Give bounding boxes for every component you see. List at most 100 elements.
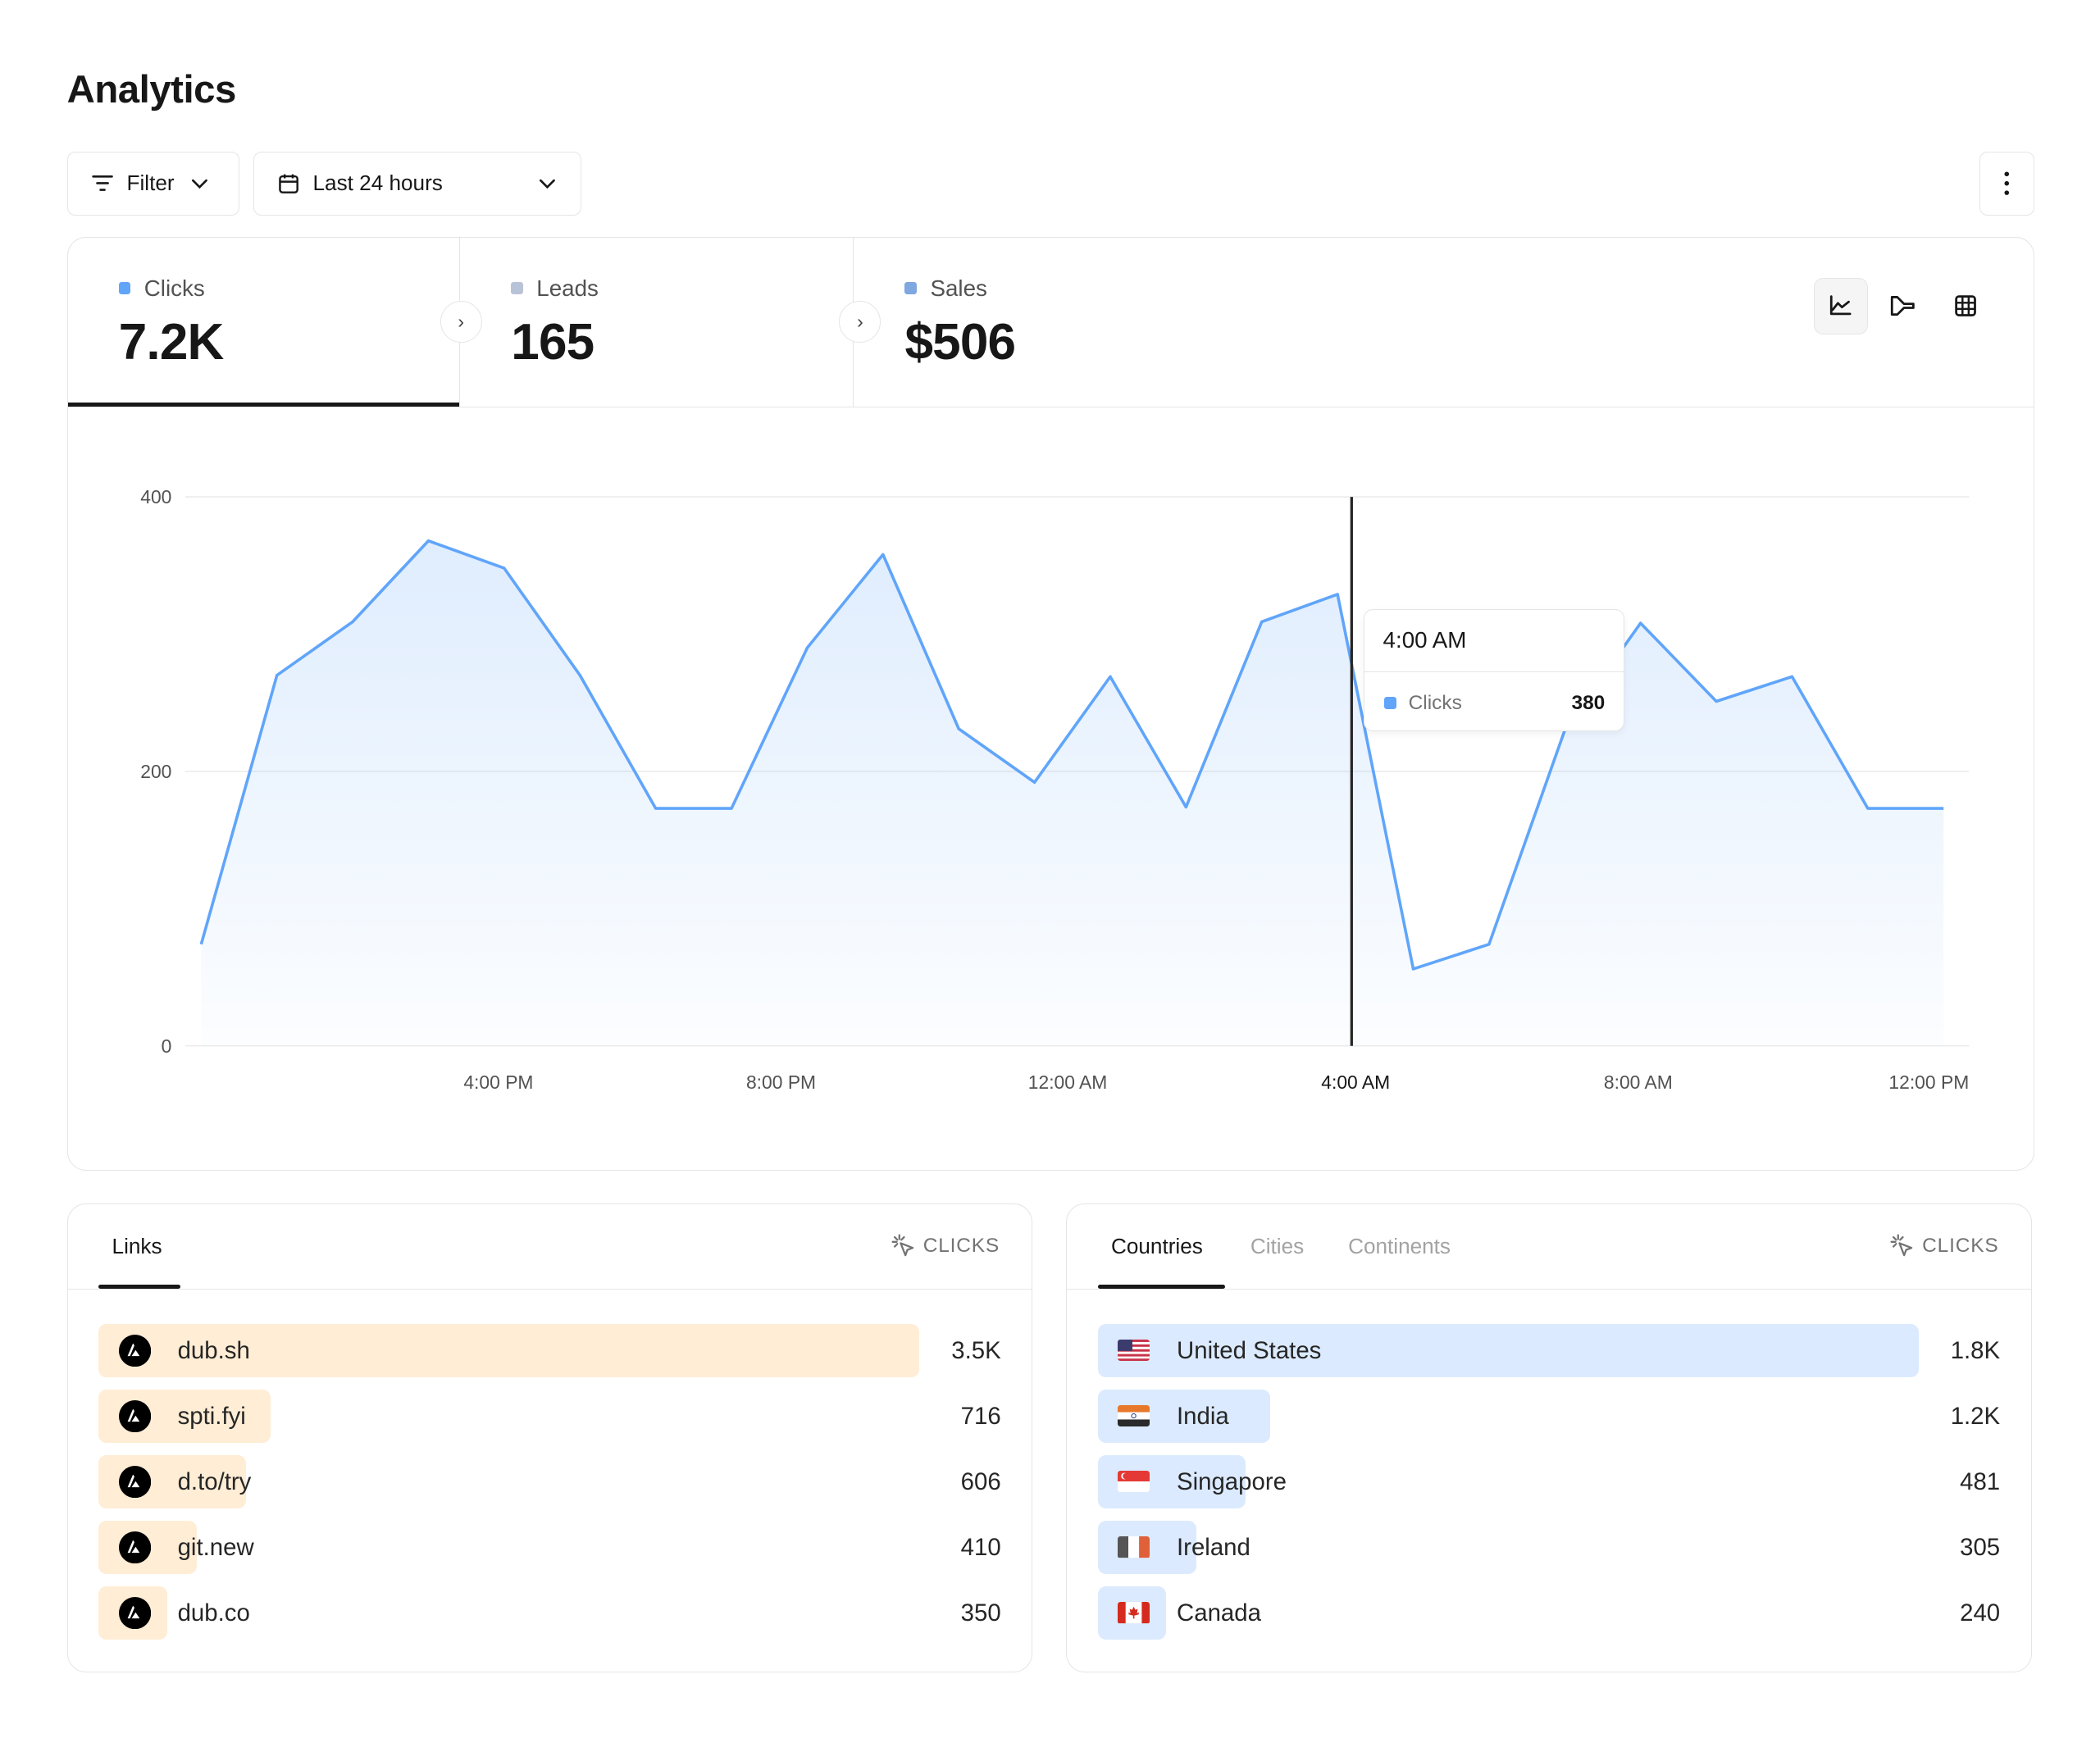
data-point[interactable] — [197, 940, 205, 949]
item-name: git.new — [177, 1534, 254, 1562]
selected-indicator — [67, 402, 460, 407]
table-grid-icon — [1955, 295, 1976, 317]
cursor-click-icon — [1890, 1234, 1913, 1257]
y-tick-label: 0 — [161, 1035, 171, 1057]
metric-label: Clicks — [143, 275, 205, 301]
tab-continents[interactable]: Continents — [1348, 1234, 1451, 1259]
sales-color-icon — [904, 282, 918, 295]
data-point[interactable] — [879, 550, 887, 558]
item-value: 410 — [960, 1534, 1001, 1562]
value-bar — [1097, 1323, 1919, 1378]
data-point[interactable] — [1939, 804, 1947, 812]
canada-flag-icon — [1118, 1602, 1150, 1624]
data-point[interactable] — [576, 671, 584, 680]
y-tick-label: 200 — [140, 761, 171, 782]
data-point[interactable] — [1636, 619, 1644, 627]
metric-leads[interactable]: Leads 165 — [460, 238, 854, 407]
clicks-label: CLICKS — [922, 1234, 1000, 1257]
data-point[interactable] — [727, 804, 736, 812]
item-name: United States — [1177, 1337, 1322, 1365]
item-value: 350 — [960, 1599, 1001, 1627]
data-point[interactable] — [1106, 672, 1114, 680]
data-point[interactable] — [1864, 804, 1872, 812]
data-point[interactable] — [651, 804, 659, 812]
item-name: Canada — [1177, 1599, 1261, 1627]
us-flag-icon — [1118, 1340, 1150, 1362]
clicks-area-chart[interactable]: 0 200 400 4:00 PM 8:00 PM 12:00 AM 4:00 AM 8:0… — [67, 406, 2034, 1169]
value-bar — [98, 1323, 920, 1378]
list-item[interactable]: dub.co 350 — [98, 1586, 1001, 1640]
tooltip-value: 380 — [1571, 691, 1606, 714]
list-item[interactable]: India 1.2K — [1097, 1389, 2001, 1444]
data-point[interactable] — [1258, 617, 1266, 626]
item-name: spti.fyi — [177, 1403, 246, 1431]
item-value: 481 — [1960, 1468, 2001, 1496]
date-range-label: Last 24 hours — [312, 171, 443, 196]
metric-value: 165 — [511, 313, 594, 371]
data-point[interactable] — [500, 564, 508, 572]
x-tick-label: 12:00 PM — [1888, 1071, 1969, 1093]
india-flag-icon — [1118, 1405, 1150, 1427]
item-name: dub.sh — [177, 1337, 250, 1365]
item-value: 3.5K — [951, 1337, 1001, 1365]
list-item[interactable]: Ireland 305 — [1097, 1520, 2000, 1575]
calendar-icon — [279, 174, 298, 193]
more-options-button[interactable] — [1979, 151, 2034, 216]
metric-sales[interactable]: Sales $506 — [854, 238, 1389, 407]
tab-indicator — [1097, 1285, 1225, 1290]
x-tick-label: 4:00 PM — [463, 1071, 533, 1093]
leads-color-icon — [511, 282, 523, 295]
data-point[interactable] — [1409, 965, 1417, 973]
item-name: Ireland — [1177, 1534, 1250, 1562]
metric-value: $506 — [904, 313, 1016, 371]
filter-button[interactable]: Filter — [66, 151, 240, 216]
chevron-right-icon: › — [440, 300, 482, 343]
data-point[interactable] — [1485, 940, 1493, 949]
ireland-flag-icon — [1118, 1536, 1150, 1558]
item-name: dub.co — [177, 1599, 250, 1627]
list-item[interactable]: Singapore 481 — [1097, 1454, 2001, 1509]
list-item[interactable]: United States 1.8K — [1097, 1323, 2000, 1378]
y-tick-label: 400 — [140, 486, 171, 507]
clicks-color-icon — [118, 282, 131, 295]
data-point[interactable] — [803, 644, 811, 652]
line-chart-icon — [1830, 295, 1852, 316]
chevron-down-icon — [192, 179, 208, 189]
clicks-area-fill — [200, 540, 1943, 1046]
data-point[interactable] — [272, 671, 280, 680]
data-point[interactable] — [424, 537, 432, 545]
tab-cities[interactable]: Cities — [1250, 1234, 1305, 1259]
list-item[interactable]: spti.fyi 716 — [98, 1389, 1001, 1444]
x-tick-label: 8:00 PM — [746, 1071, 816, 1093]
item-name: Singapore — [1177, 1468, 1287, 1496]
vertical-dots-icon — [2004, 171, 2010, 195]
link-favicon-icon — [118, 1531, 151, 1564]
x-tick-label: 8:00 AM — [1604, 1071, 1673, 1093]
item-value: 1.2K — [1950, 1403, 2001, 1431]
list-item[interactable]: Canada 240 — [1097, 1586, 2000, 1640]
table-view-button[interactable] — [1938, 278, 1992, 334]
line-chart-view-button[interactable] — [1814, 278, 1868, 334]
funnel-icon — [1890, 296, 1915, 316]
list-item[interactable]: d.to/try 606 — [98, 1454, 1001, 1509]
list-item[interactable]: dub.sh 3.5K — [98, 1323, 1001, 1378]
funnel-view-button[interactable] — [1876, 278, 1929, 334]
data-point[interactable] — [954, 725, 963, 733]
list-item[interactable]: git.new 410 — [98, 1520, 1001, 1575]
tab-links[interactable]: Links — [112, 1234, 162, 1259]
data-point[interactable] — [348, 617, 357, 626]
data-point[interactable] — [1333, 590, 1342, 598]
data-point[interactable] — [1182, 803, 1190, 811]
x-tick-label: 4:00 AM — [1321, 1071, 1390, 1093]
data-point[interactable] — [1030, 778, 1038, 786]
date-range-select[interactable]: Last 24 hours — [253, 151, 581, 216]
item-name: d.to/try — [177, 1468, 252, 1496]
metric-label: Sales — [930, 275, 987, 301]
data-point[interactable] — [1712, 697, 1720, 705]
singapore-flag-icon — [1118, 1471, 1150, 1493]
metric-clicks[interactable]: Clicks 7.2K — [67, 238, 461, 407]
data-point[interactable] — [1788, 672, 1796, 680]
tab-countries[interactable]: Countries — [1110, 1234, 1203, 1259]
link-favicon-icon — [118, 1465, 151, 1498]
clicks-series-line — [199, 539, 1943, 971]
